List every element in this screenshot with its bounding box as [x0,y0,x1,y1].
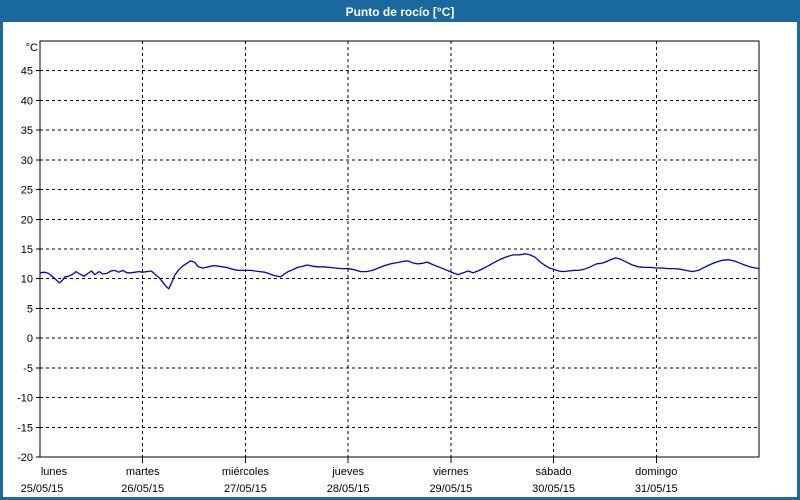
day-date-label: 30/05/15 [532,483,575,495]
day-name-label: martes [126,466,160,478]
day-date-label: 26/05/15 [121,483,164,495]
y-tick-label: 20 [21,214,33,226]
y-tick-label: 30 [21,155,33,167]
chart-titlebar: Punto de rocío [°C] [3,3,797,22]
plot-frame [39,40,760,458]
day-name-label: domingo [635,466,677,478]
day-date-label: 25/05/15 [21,483,64,495]
day-name-label: viernes [433,466,469,478]
y-tick-label: 15 [21,244,33,256]
y-unit-label: °C [26,42,38,54]
day-date-label: 27/05/15 [224,483,267,495]
y-tick-label: -15 [17,422,33,434]
y-tick-label: 10 [21,274,33,286]
chart-title: Punto de rocío [°C] [345,5,455,19]
y-tick-label: 45 [21,66,33,78]
y-tick-label: 5 [27,303,33,315]
y-tick-label: -10 [17,393,33,405]
y-tick-label: 0 [27,333,33,345]
day-name-label: sábado [536,466,572,478]
y-tick-label: 35 [21,125,33,137]
y-tick-label: 40 [21,95,33,107]
day-date-label: 29/05/15 [429,483,472,495]
day-name-label: jueves [331,466,364,478]
y-tick-label: 25 [21,185,33,197]
day-date-label: 28/05/15 [327,483,370,495]
day-name-label: lunes [41,466,68,478]
chart-svg: 45 40 35 30 25 20 15 10 5 0 -5 -10 -15 -20 °C lunes 25/0… [17,40,760,495]
chart-canvas: 45 40 35 30 25 20 15 10 5 0 -5 -10 -15 -20 °C lunes 25/0… [3,22,797,497]
y-tick-label: -5 [23,363,33,375]
y-tick-label: -20 [17,452,33,464]
data-series-line [39,253,760,290]
day-date-label: 31/05/15 [635,483,678,495]
day-name-label: miércoles [222,466,270,478]
